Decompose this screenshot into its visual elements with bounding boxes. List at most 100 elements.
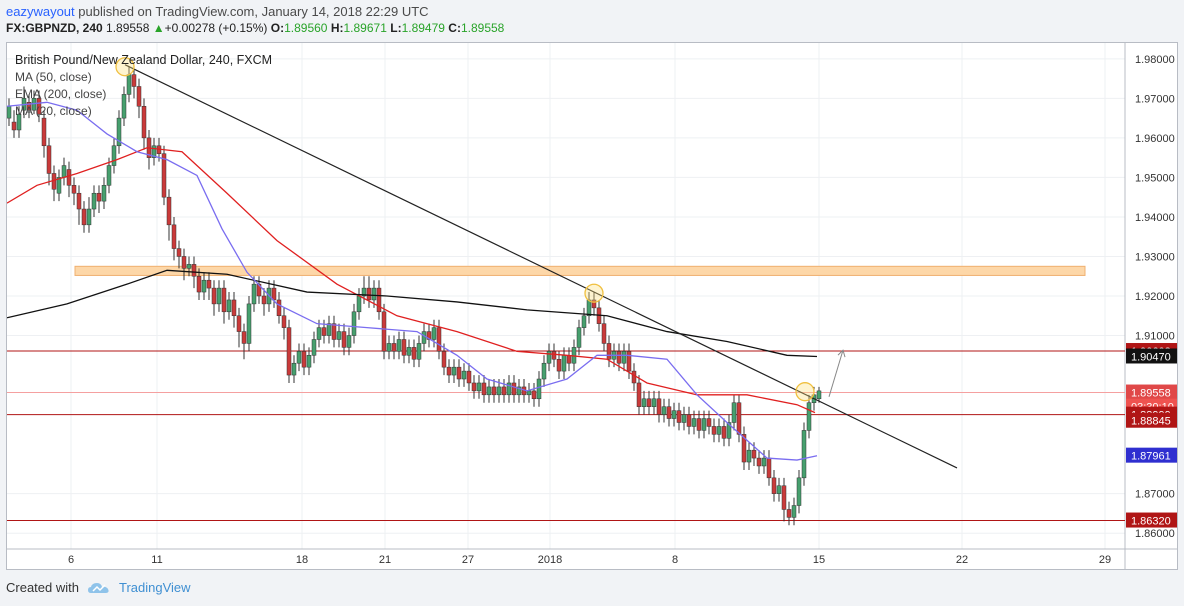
candle-body	[426, 331, 432, 340]
candle-body	[316, 327, 322, 340]
candle-body	[326, 323, 332, 336]
chart-panel[interactable]: 1.98000 1.97000 1.96000 1.95000 1.94000 1.930…	[6, 42, 1178, 570]
price-label-bg	[1126, 447, 1177, 463]
price-label: 1.89558	[1131, 388, 1171, 400]
candle-body	[531, 390, 537, 400]
resistance-zone	[74, 265, 1086, 276]
candle-body	[311, 339, 317, 356]
candle-body	[741, 434, 747, 463]
candle-body	[346, 335, 352, 348]
candle-body	[306, 355, 312, 368]
candle-body	[556, 359, 562, 372]
candle-body	[341, 331, 347, 348]
candle-body	[546, 351, 552, 364]
candle-body	[536, 378, 542, 400]
candle-body	[391, 343, 397, 352]
candle-body	[721, 426, 727, 439]
candle-body	[356, 295, 362, 313]
footer: Created with TradingView	[6, 580, 191, 595]
candle-body	[401, 339, 407, 356]
candle-body	[696, 418, 702, 431]
candle-body	[46, 145, 52, 174]
y-tick-label: 1.98000	[1135, 54, 1175, 66]
x-tick-label: 8	[672, 554, 678, 566]
candle-body	[651, 398, 657, 407]
candle-body	[516, 386, 522, 396]
candle-body	[526, 390, 532, 396]
change-arrow-icon: ▲	[152, 21, 165, 35]
candle-body	[661, 406, 667, 415]
candle-body	[91, 192, 97, 210]
candle-body	[41, 117, 47, 147]
candle-body	[411, 347, 417, 360]
candle-body	[636, 382, 642, 407]
author-link[interactable]: eazywayout	[6, 4, 75, 19]
x-tick-label: 21	[379, 554, 391, 566]
candle-body	[581, 315, 587, 328]
projection-arrow	[828, 350, 844, 397]
highlight-circle	[795, 382, 815, 402]
candle-body	[601, 323, 607, 344]
candle-body	[686, 414, 692, 427]
candle-body	[61, 165, 67, 178]
candle-body	[746, 449, 752, 463]
candle-body	[551, 351, 557, 360]
candle-body	[711, 426, 717, 435]
legend-title: British Pound/New Zealand Dollar, 240, F…	[15, 53, 273, 67]
candle-body	[666, 406, 672, 419]
candle-body	[301, 351, 307, 368]
candle-body	[406, 347, 412, 356]
price-label-bg	[1126, 384, 1177, 400]
candle-body	[151, 145, 157, 158]
price-chart[interactable]: 1.98000 1.97000 1.96000 1.95000 1.94000 1.930…	[7, 43, 1177, 569]
candle-body	[66, 169, 72, 186]
arrow-head-icon	[837, 349, 846, 358]
candle-body	[271, 287, 277, 301]
x-tick-label: 29	[1099, 554, 1111, 566]
candle-body	[806, 402, 812, 431]
candle-body	[71, 185, 77, 194]
candle-body	[131, 74, 137, 87]
candle-body	[656, 398, 662, 415]
candle-body	[376, 287, 382, 313]
x-tick-label: 2018	[538, 554, 562, 566]
close-value: 1.89558	[460, 21, 505, 35]
candle-body	[716, 426, 722, 435]
y-tick-label: 1.95000	[1135, 172, 1175, 184]
series-line-2	[7, 101, 818, 461]
candle-body	[211, 287, 217, 305]
tradingview-link[interactable]: TradingView	[118, 580, 191, 595]
candle-body	[281, 315, 287, 328]
candle-body	[801, 430, 807, 479]
symbol-label: FX:GBPNZD, 240	[6, 21, 103, 35]
candle-body	[816, 390, 822, 400]
candle-body	[761, 457, 767, 467]
highlight-circle	[115, 57, 135, 77]
candle-body	[466, 370, 472, 384]
candle-body	[461, 370, 467, 380]
publish-header: eazywayout published on TradingView.com,…	[6, 4, 429, 19]
candle-body	[621, 351, 627, 364]
candle-body	[186, 264, 192, 269]
low-value: 1.89479	[401, 21, 445, 35]
candle-body	[191, 264, 197, 277]
legend-ma20[interactable]: MA (20, close)	[15, 104, 92, 118]
candle-body	[11, 121, 17, 131]
created-with-label: Created with	[6, 580, 79, 595]
candle-body	[166, 196, 172, 226]
legend-ma50[interactable]: MA (50, close)	[15, 70, 92, 84]
candle-body	[786, 509, 792, 518]
open-label: O:	[270, 21, 285, 35]
candle-body	[276, 299, 282, 317]
candle-body	[196, 275, 202, 293]
candle-body	[421, 331, 427, 344]
candle-body	[511, 382, 517, 396]
candle-body	[451, 366, 457, 376]
x-tick-label: 22	[956, 554, 968, 566]
candle-body	[286, 327, 292, 376]
x-tick-label: 11	[151, 554, 162, 566]
candle-body	[201, 279, 207, 293]
candle-body	[756, 457, 762, 467]
legend-ema200[interactable]: EMA (200, close)	[15, 87, 107, 101]
candle-body	[216, 287, 222, 305]
